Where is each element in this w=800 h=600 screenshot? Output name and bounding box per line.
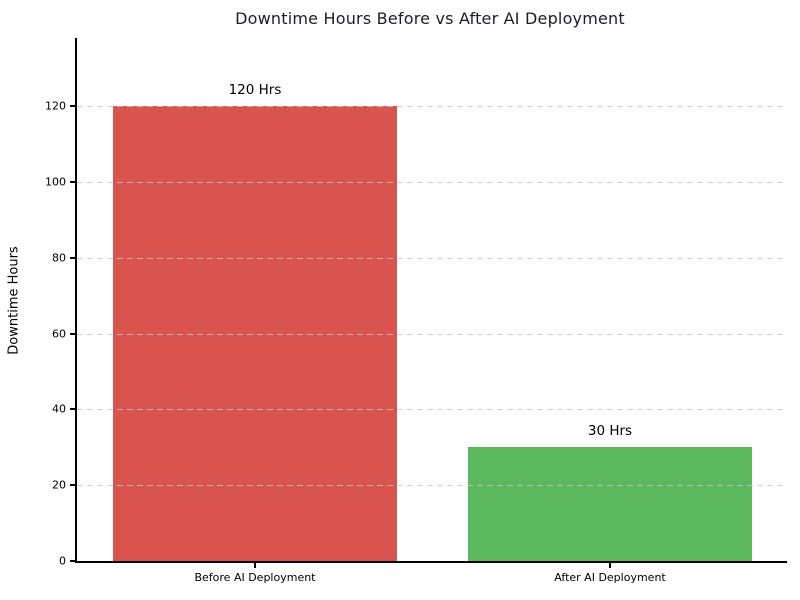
chart-title: Downtime Hours Before vs After AI Deploy… [235, 9, 625, 28]
y-tick-label: 0 [59, 554, 66, 568]
gridline [77, 258, 787, 259]
y-tick-mark [70, 105, 75, 107]
y-tick-mark [70, 408, 75, 410]
gridline [77, 106, 787, 107]
y-tick-label: 20 [52, 478, 66, 492]
bar-value-label: 30 Hrs [587, 423, 633, 439]
y-tick-label: 80 [52, 251, 66, 265]
y-tick-mark [70, 257, 75, 259]
y-tick-label: 120 [45, 99, 66, 113]
y-tick-mark [70, 181, 75, 183]
gridline [77, 334, 787, 335]
y-tick-label: 60 [52, 327, 66, 341]
x-tick-label: Before AI Deployment [194, 571, 316, 584]
y-tick-mark [70, 333, 75, 335]
gridline [77, 409, 787, 410]
x-tick-mark [609, 563, 611, 568]
bar-after-ai-deployment [468, 447, 752, 561]
y-tick-mark [70, 560, 75, 562]
y-tick-mark [70, 484, 75, 486]
gridline [77, 182, 787, 183]
y-tick-label: 100 [45, 175, 66, 189]
y-tick-label: 40 [52, 402, 66, 416]
bar-value-label: 120 Hrs [228, 82, 282, 98]
gridline [77, 485, 787, 486]
x-tick-mark [254, 563, 256, 568]
x-tick-label: After AI Deployment [554, 571, 666, 584]
